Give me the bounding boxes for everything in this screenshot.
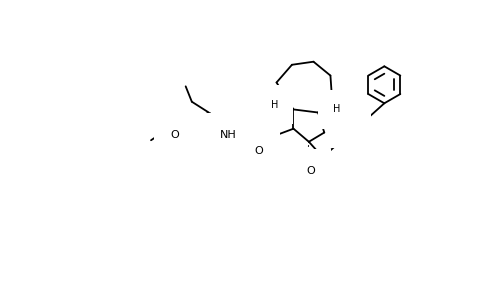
Text: O: O [171,130,179,140]
Text: H: H [271,100,279,110]
Polygon shape [318,107,331,112]
Text: O: O [306,166,315,176]
Text: O: O [345,121,354,131]
Text: H: H [333,104,340,115]
Polygon shape [207,112,211,129]
Polygon shape [280,103,294,110]
Text: O: O [254,146,263,156]
Text: NH: NH [220,130,236,140]
Text: O: O [177,149,186,159]
